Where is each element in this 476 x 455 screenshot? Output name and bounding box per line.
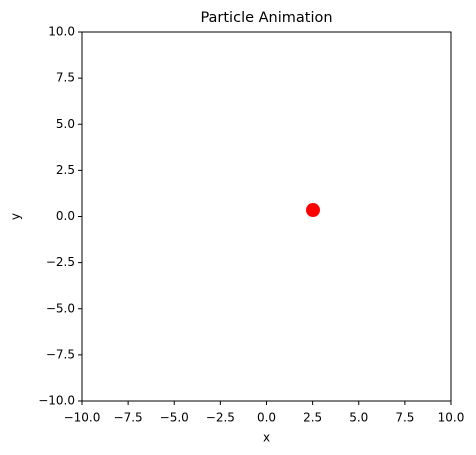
y-tick-label: 5.0 <box>56 117 75 131</box>
x-tick-label: 0.0 <box>257 411 276 425</box>
x-axis-label: x <box>263 431 270 445</box>
y-tick-label: 2.5 <box>56 163 75 177</box>
chart-title: Particle Animation <box>200 10 332 26</box>
x-tick-label: 10.0 <box>438 411 465 425</box>
x-tick-label: 7.5 <box>395 411 414 425</box>
x-tick-label: −2.5 <box>206 411 235 425</box>
y-tick-label: 0.0 <box>56 209 75 223</box>
plot-frame <box>81 31 452 402</box>
x-tick-label: −5.0 <box>160 411 189 425</box>
x-tick-label: 5.0 <box>349 411 368 425</box>
particle <box>305 203 320 218</box>
y-tick-label: −2.5 <box>46 255 75 269</box>
y-tick-label: −7.5 <box>46 347 75 361</box>
y-tick-label: 7.5 <box>56 71 75 85</box>
x-tick-label: −10.0 <box>64 411 101 425</box>
y-axis-label: y <box>9 213 23 220</box>
y-tick-label: −5.0 <box>46 301 75 315</box>
y-tick-label: 10.0 <box>48 25 75 39</box>
x-tick-label: 2.5 <box>303 411 322 425</box>
x-tick-label: −7.5 <box>114 411 143 425</box>
y-tick-label: −10.0 <box>38 394 75 408</box>
